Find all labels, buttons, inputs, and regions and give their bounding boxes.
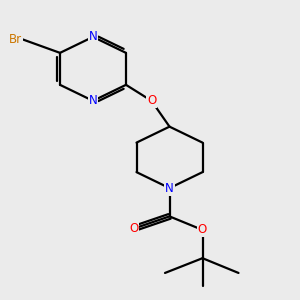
Text: O: O xyxy=(147,94,156,107)
Text: O: O xyxy=(129,222,138,235)
Text: N: N xyxy=(88,30,98,44)
Text: N: N xyxy=(88,94,98,107)
Text: O: O xyxy=(198,224,207,236)
Text: Br: Br xyxy=(9,33,22,46)
Text: N: N xyxy=(165,182,174,195)
